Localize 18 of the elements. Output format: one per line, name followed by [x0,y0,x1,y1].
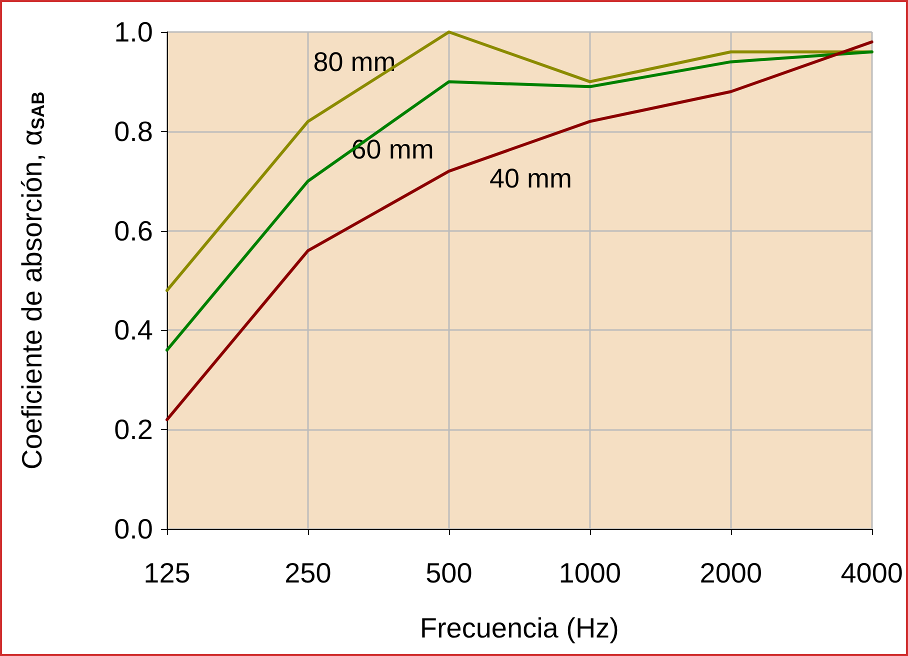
series-label: 40 mm [489,163,572,194]
y-tick-label: 0.6 [114,215,153,246]
y-tick-label: 0.8 [114,116,153,147]
y-tick-label: 0.4 [114,314,153,346]
x-axis-title: Frecuencia (Hz) [420,612,620,644]
y-axis-title: Coeficiente de absorción, αSAB [16,92,48,470]
line-series [166,40,874,422]
x-tick-label: 1000 [558,558,622,588]
x-tick-label: 2000 [700,558,762,588]
x-tick-label: 4000 [840,558,904,588]
series-label: 80 mm [313,46,396,77]
x-tick-label: 125 [144,558,190,588]
x-tick-label: 250 [284,558,332,588]
x-tick-label: 500 [426,558,472,588]
y-tick-label: 1.0 [114,16,153,48]
line-series [166,50,874,352]
y-tick-label: 0.0 [114,514,153,544]
y-tick-label: 0.2 [114,414,153,446]
